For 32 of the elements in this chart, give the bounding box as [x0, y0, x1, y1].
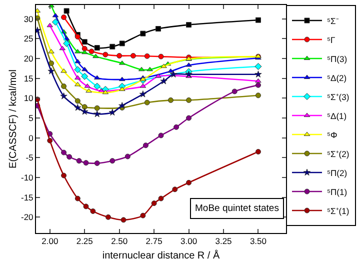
y-tick-label: -5 — [26, 152, 34, 163]
x-tick-label: 3.50 — [250, 236, 267, 246]
x-tick-label: 2.50 — [111, 236, 128, 246]
y-tick-label: 0 — [28, 132, 34, 143]
legend-label: ⁵Φ — [327, 130, 338, 140]
y-tick-label: -20 — [21, 212, 34, 222]
y-tick-label: -10 — [21, 172, 34, 182]
annotation: MoBe quintet states — [195, 203, 280, 214]
y-tick-label: 5 — [28, 112, 34, 123]
x-axis-title: internuclear distance R / Å — [102, 250, 220, 262]
legend-label: ⁵Σ⁺(3) — [327, 92, 350, 102]
x-tick-label: 3.25 — [215, 236, 232, 246]
legend-label: ⁵Π(1) — [327, 186, 348, 197]
y-tick-label: 10 — [24, 93, 34, 104]
x-tick-label: 2.75 — [146, 236, 163, 246]
x-tick-label: 3.00 — [180, 236, 198, 246]
y-tick-label: 25 — [24, 34, 34, 44]
legend-label: ⁵Π(3) — [327, 54, 348, 64]
x-tick-label: 2.00 — [42, 236, 58, 246]
legend-label: ⁵Π(2) — [327, 168, 348, 178]
legend-label: ⁵Σ⁻ — [327, 16, 339, 26]
legend-label: ⁵Γ — [327, 34, 336, 45]
y-tick-label: 30 — [24, 14, 34, 24]
y-tick-label: 20 — [24, 54, 34, 64]
legend-label: ⁵Δ(2) — [327, 72, 347, 83]
y-tick-label: 15 — [24, 73, 34, 84]
legend-label: ⁵Δ(1) — [327, 110, 347, 121]
legend-label: ⁵Σ⁺(2) — [327, 148, 350, 159]
x-tick-label: 2.25 — [76, 236, 94, 246]
y-axis-title: E(CASSCF) / kcal/mol — [8, 70, 20, 168]
legend-label: ⁵Σ⁺(1) — [327, 206, 350, 216]
y-tick-label: -15 — [21, 192, 34, 202]
